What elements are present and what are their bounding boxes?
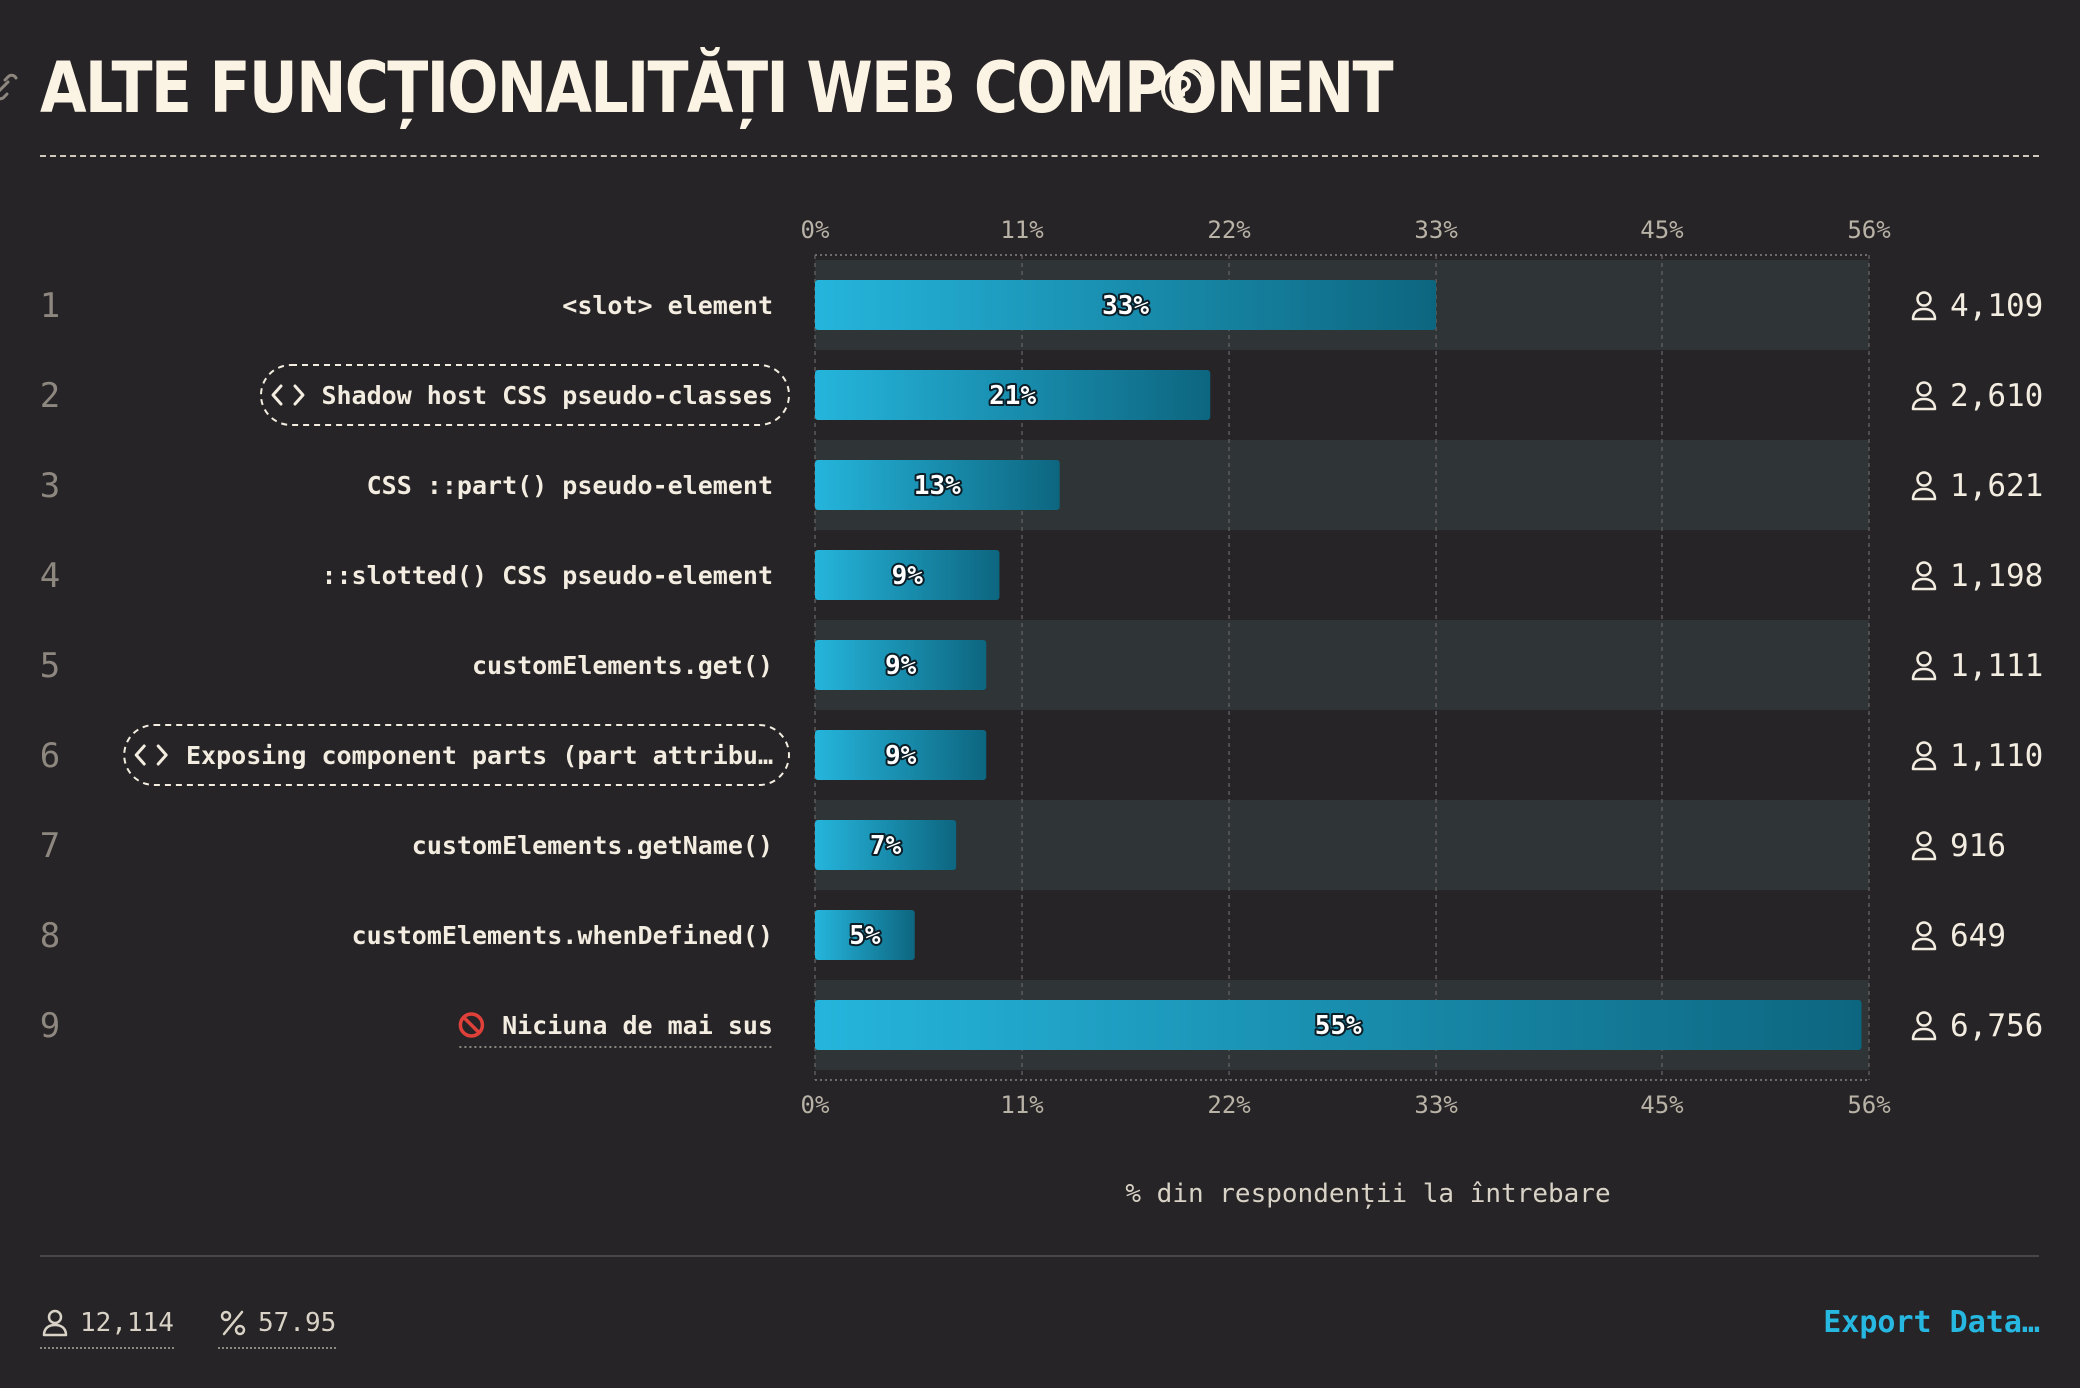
rank-number: 6 [40,736,60,776]
bar-chart: 0%0%11%11%22%22%33%33%45%45%56%56%1 <slot… [40,216,2044,1209]
bar-value-label: 5% [849,921,881,951]
user-icon [1911,921,1937,951]
bar [815,910,915,960]
respondent-count: 2,610 [1950,378,2043,414]
x-tick-label-top: 33% [1414,216,1458,244]
x-tick-label-bottom: 22% [1207,1091,1251,1119]
x-axis-title: % din respondenții la întrebare [1125,1179,1610,1209]
code-icon [271,384,305,406]
user-icon [1911,291,1937,321]
x-tick-label-top: 0% [801,216,830,244]
bar-value-label: 9% [885,651,917,681]
respondents-count: 12,114 [80,1308,174,1338]
bar-value-label: 21% [989,381,1036,411]
x-tick-label-top: 56% [1847,216,1891,244]
x-tick-label-bottom: 0% [801,1091,830,1119]
rank-number: 4 [40,556,60,596]
rank-number: 8 [40,916,60,956]
bar [815,640,987,690]
rank-number: 5 [40,646,60,686]
row-label[interactable]: Shadow host CSS pseudo-classes [321,381,773,410]
prohibited-icon [458,1012,485,1038]
x-tick-label-top: 45% [1640,216,1684,244]
x-tick-label-bottom: 33% [1414,1091,1458,1119]
bar [815,820,957,870]
bar-value-label: 9% [892,561,924,591]
row-label[interactable]: ::slotted() CSS pseudo-element [321,561,773,590]
row-band [815,620,1869,710]
x-tick-label-top: 22% [1207,216,1251,244]
user-icon [1911,741,1937,771]
bar-value-label: 33% [1102,291,1149,321]
respondent-count: 1,198 [1950,558,2043,594]
x-tick-label-bottom: 11% [1000,1091,1044,1119]
user-icon [1911,651,1937,681]
bar-value-label: 55% [1315,1011,1362,1041]
footer-divider [40,1255,2039,1257]
row-label[interactable]: customElements.getName() [412,831,773,860]
bar [815,1000,1862,1050]
respondent-count: 649 [1950,918,2006,954]
header-divider [40,155,2039,157]
percent-icon [220,1310,246,1336]
response-percentage[interactable]: 57.95 [218,1303,337,1349]
rank-number: 2 [40,376,60,416]
user-icon [1911,381,1937,411]
rank-number: 1 [40,286,60,326]
percentage-value: 57.95 [258,1308,337,1338]
user-icon [1911,831,1937,861]
respondent-count: 1,111 [1950,648,2043,684]
page-title: ALTE FUNCȚIONALITĂȚI WEB COMPONENT [40,47,1394,129]
bar-value-label: 13% [914,471,961,501]
rank-number: 7 [40,826,60,866]
question-circle-icon[interactable] [1159,65,1207,113]
bar [815,280,1437,330]
bar [815,370,1211,420]
code-badge-outline [260,364,790,426]
user-icon [42,1309,68,1337]
respondent-count: 1,110 [1950,738,2043,774]
code-badge-outline [123,724,790,786]
rank-number: 3 [40,466,60,506]
respondent-count: 6,756 [1950,1008,2043,1044]
bar [815,730,987,780]
export-data-link[interactable]: Export Data… [1823,1305,2040,1340]
code-icon [134,744,168,766]
row-band [815,800,1869,890]
row-label[interactable]: Niciuna de mai sus [502,1011,773,1040]
user-icon [1911,1011,1937,1041]
row-label[interactable]: <slot> element [562,291,773,320]
user-icon [1911,561,1937,591]
link-icon[interactable] [0,70,20,104]
row-label[interactable]: customElements.get() [472,651,773,680]
x-tick-label-bottom: 56% [1847,1091,1891,1119]
x-tick-label-top: 11% [1000,216,1044,244]
respondent-count: 916 [1950,828,2006,864]
total-respondents[interactable]: 12,114 [40,1303,174,1349]
rank-number: 9 [40,1006,60,1046]
respondent-count: 1,621 [1950,468,2043,504]
respondent-count: 4,109 [1950,288,2043,324]
x-tick-label-bottom: 45% [1640,1091,1684,1119]
row-label[interactable]: customElements.whenDefined() [352,921,773,950]
bar-value-label: 7% [870,831,902,861]
bar [815,550,1000,600]
bar-value-label: 9% [885,741,917,771]
user-icon [1911,471,1937,501]
bar [815,460,1060,510]
row-label[interactable]: Exposing component parts (part attribu… [186,741,773,770]
row-label[interactable]: CSS ::part() pseudo-element [367,471,773,500]
